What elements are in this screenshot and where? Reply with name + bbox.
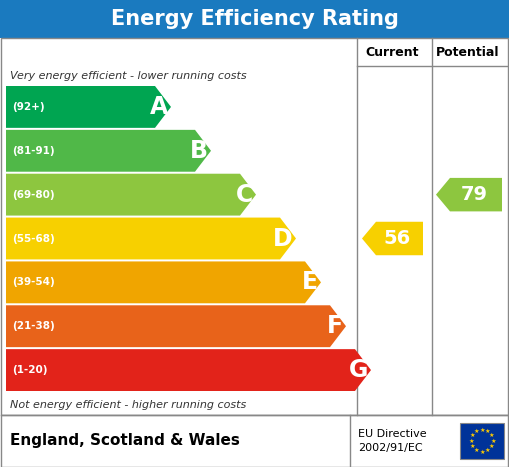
- Text: E: E: [302, 270, 318, 294]
- Bar: [0, 0, 509, 38]
- Text: F: F: [327, 314, 343, 338]
- Text: Not energy efficient - higher running costs: Not energy efficient - higher running co…: [10, 400, 246, 410]
- Text: England, Scotland & Wales: England, Scotland & Wales: [10, 433, 240, 448]
- Polygon shape: [6, 349, 371, 391]
- Text: Very energy efficient - lower running costs: Very energy efficient - lower running co…: [10, 71, 247, 81]
- Text: ★: ★: [474, 429, 479, 434]
- Bar: [1, 415, 508, 467]
- Text: ★: ★: [479, 450, 485, 454]
- Text: ★: ★: [470, 433, 475, 438]
- Polygon shape: [6, 305, 346, 347]
- Text: (39-54): (39-54): [12, 277, 55, 287]
- Text: (69-80): (69-80): [12, 190, 54, 200]
- Text: EU Directive
2002/91/EC: EU Directive 2002/91/EC: [358, 429, 427, 453]
- Polygon shape: [6, 262, 321, 303]
- Text: ★: ★: [479, 427, 485, 432]
- Text: Energy Efficiency Rating: Energy Efficiency Rating: [110, 9, 399, 29]
- Text: (55-68): (55-68): [12, 234, 55, 243]
- Bar: [1, 38, 508, 415]
- Text: Current: Current: [365, 45, 419, 58]
- Text: ★: ★: [468, 439, 474, 444]
- Text: Potential: Potential: [436, 45, 500, 58]
- Text: 79: 79: [461, 185, 488, 204]
- Text: ★: ★: [485, 429, 490, 434]
- Text: ★: ★: [470, 444, 475, 449]
- Polygon shape: [6, 174, 256, 216]
- Text: D: D: [273, 226, 293, 250]
- Text: (21-38): (21-38): [12, 321, 55, 331]
- Text: ★: ★: [485, 448, 490, 453]
- Polygon shape: [6, 86, 171, 128]
- Text: C: C: [236, 183, 253, 206]
- Polygon shape: [362, 222, 423, 255]
- Text: (81-91): (81-91): [12, 146, 54, 156]
- Text: ★: ★: [489, 444, 494, 449]
- Text: 56: 56: [384, 229, 411, 248]
- Polygon shape: [6, 130, 211, 172]
- Text: ★: ★: [490, 439, 496, 444]
- Text: (1-20): (1-20): [12, 365, 47, 375]
- Polygon shape: [6, 218, 296, 260]
- Text: ★: ★: [474, 448, 479, 453]
- Bar: [460, 423, 504, 459]
- Text: ★: ★: [489, 433, 494, 438]
- Polygon shape: [436, 178, 502, 212]
- Text: (92+): (92+): [12, 102, 45, 112]
- Text: G: G: [349, 358, 368, 382]
- Text: B: B: [190, 139, 208, 163]
- Text: A: A: [150, 95, 168, 119]
